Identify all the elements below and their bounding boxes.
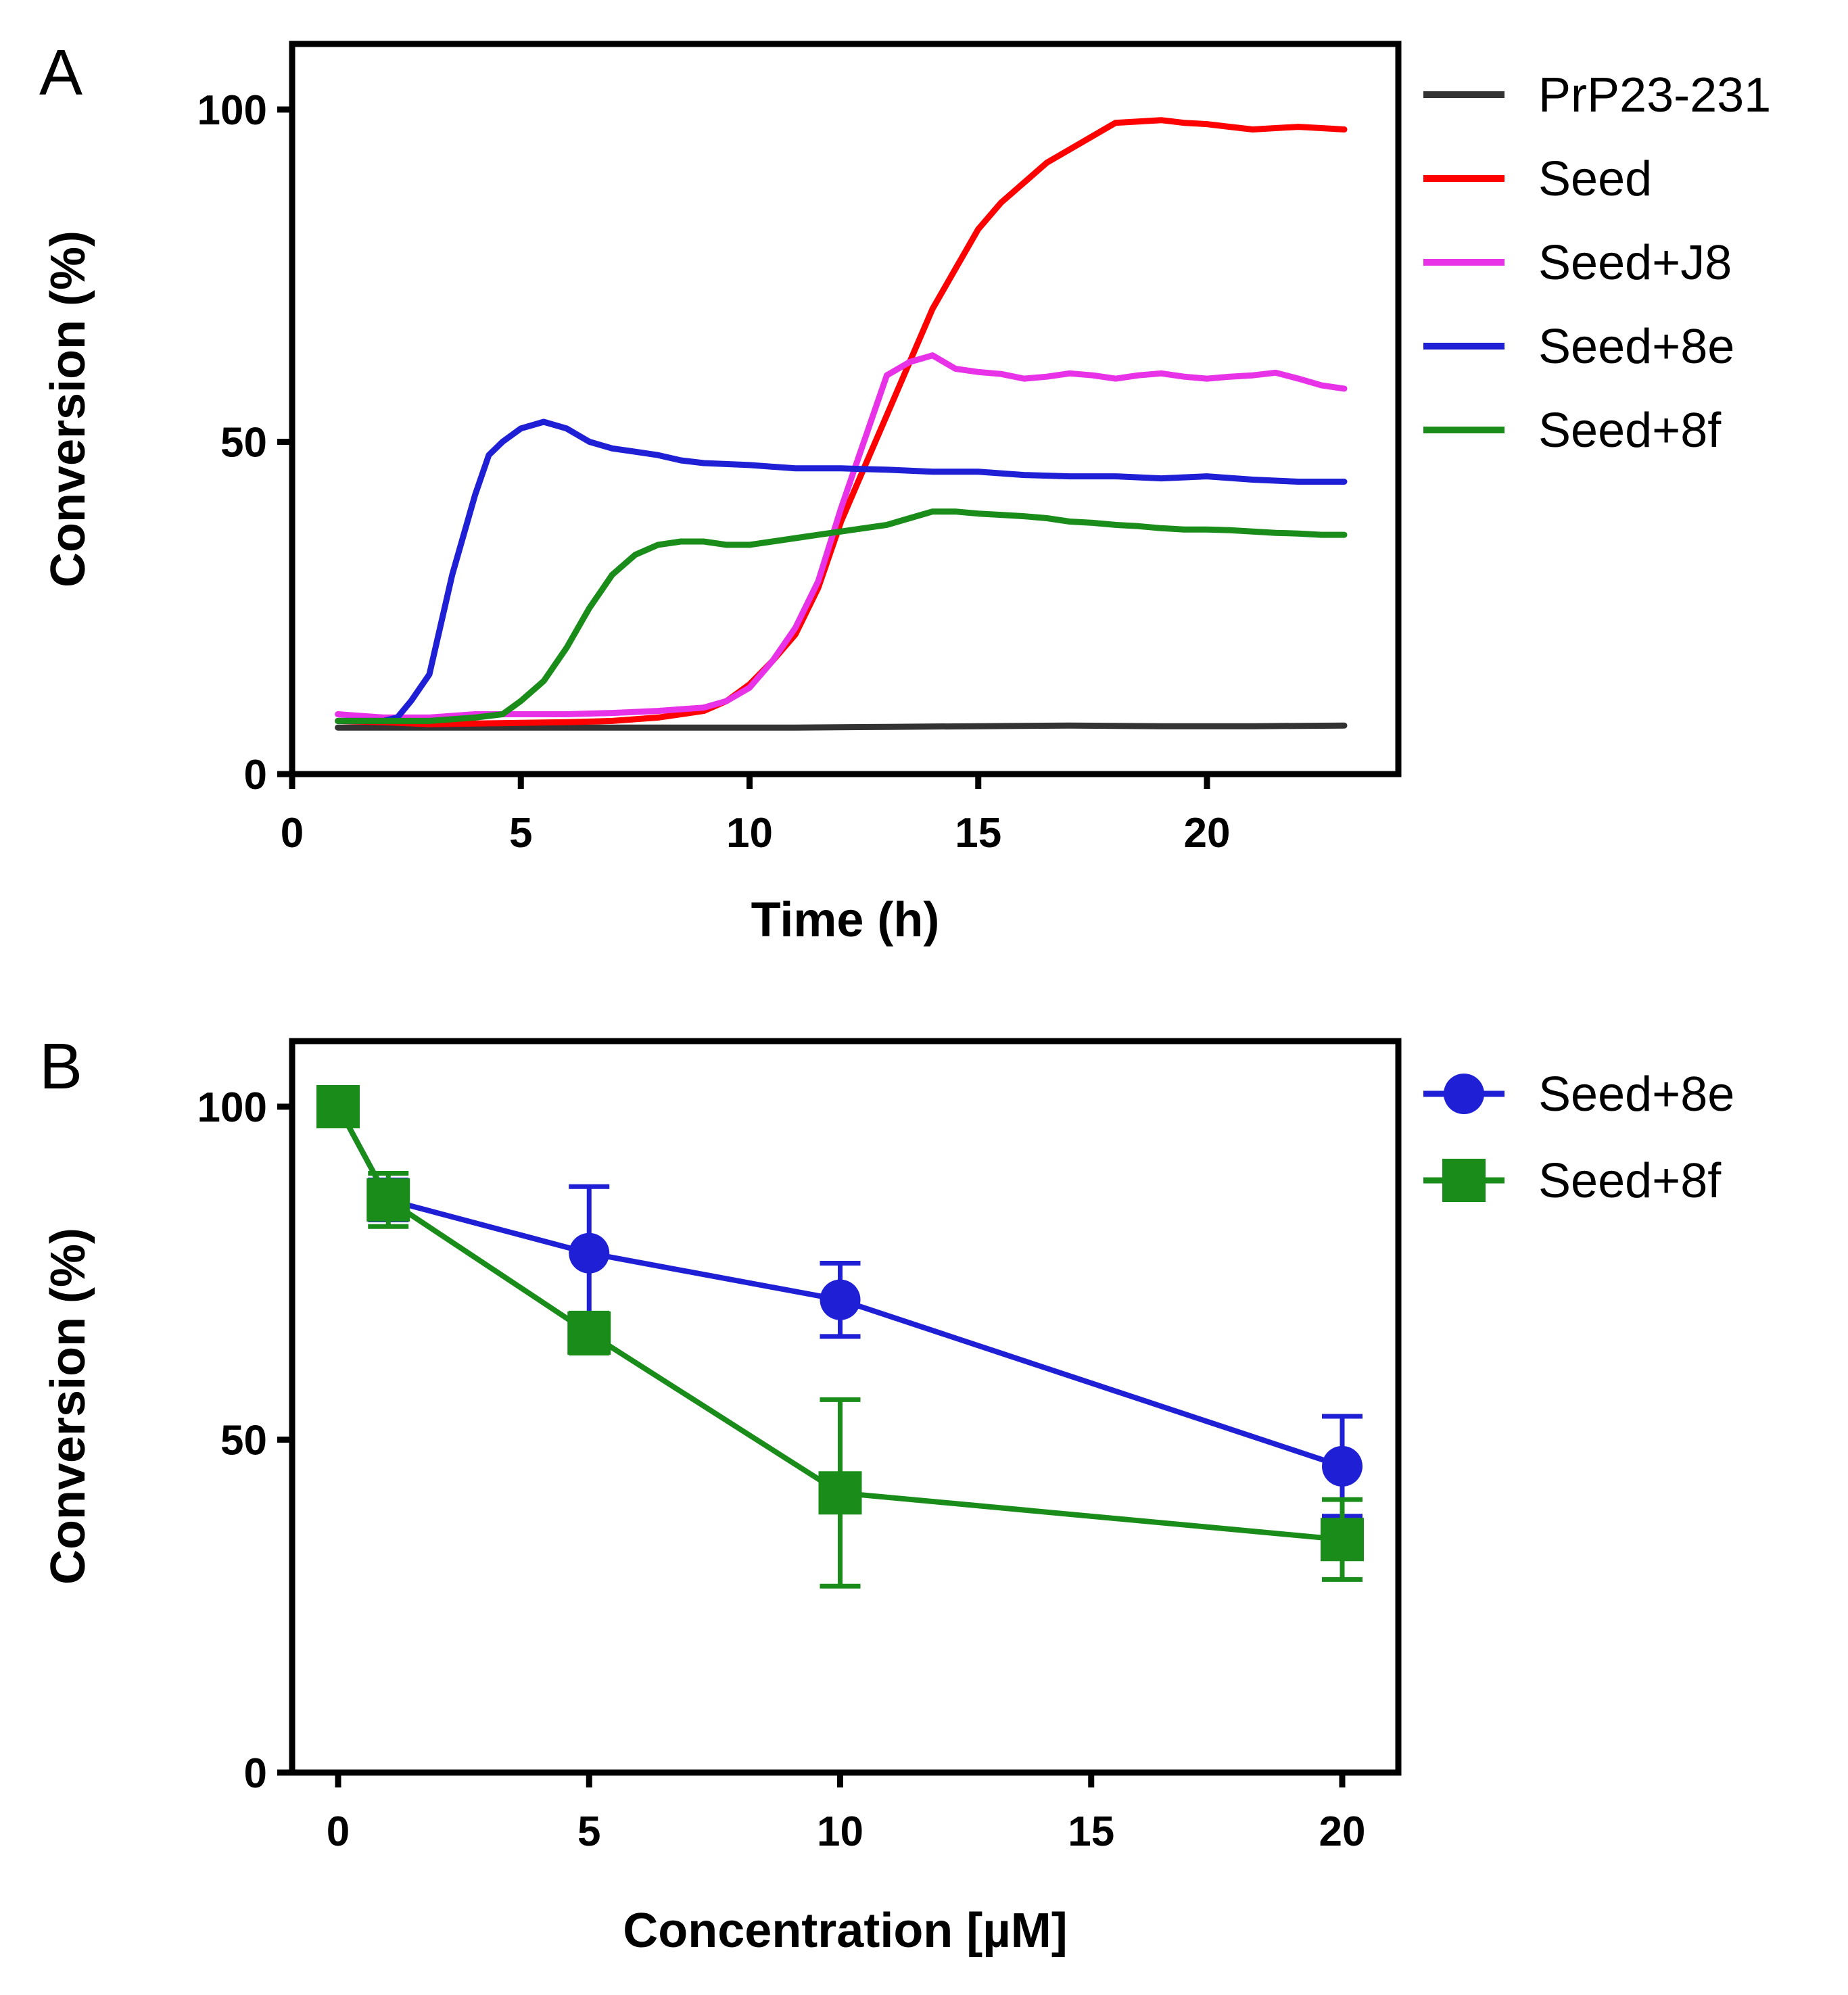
x-tick-label: 15 (955, 810, 1001, 857)
x-tick-label: 10 (817, 1808, 863, 1855)
series-line-seed-8e (335, 418, 1348, 724)
data-point-seed-8f (818, 1471, 862, 1515)
panel-b-y-axis-title: Conversion (%) (41, 1228, 95, 1585)
legend-label-seed: Seed (1538, 152, 1652, 206)
data-point-seed-8e (820, 1279, 861, 1320)
legend-label-seed-8f: Seed+8f (1538, 404, 1722, 458)
series-line-seed-j8 (335, 352, 1348, 721)
data-point-seed-8e (1322, 1445, 1363, 1487)
panel-b: B 0 5 10 15 20 0 50 100 Concentration [µM] Conv… (39, 1030, 1734, 1958)
legend-label-seed-8f: Seed+8f (1538, 1154, 1722, 1208)
x-tick-label: 20 (1184, 810, 1231, 857)
y-tick-label: 50 (220, 420, 267, 466)
panel-b-plot-frame (289, 1038, 1402, 1776)
y-tick-label: 100 (197, 1084, 267, 1131)
y-tick-label: 0 (244, 1750, 267, 1797)
x-tick-label: 5 (577, 1808, 600, 1855)
data-point-seed-8e (569, 1232, 610, 1274)
x-tick-label: 0 (281, 810, 304, 857)
data-point-seed-8f (366, 1178, 410, 1222)
legend-marker-seed-8f (1442, 1159, 1486, 1202)
x-tick-label: 20 (1319, 1808, 1366, 1855)
panel-b-series (316, 1085, 1364, 1589)
panel-a: A 0 5 10 15 20 0 50 100 Time (h) Conversion (%)… (39, 37, 1771, 947)
y-tick-label: 50 (220, 1418, 267, 1464)
series-line-prp23-231 (335, 722, 1348, 731)
y-tick-label: 100 (197, 87, 267, 134)
panel-a-letter: A (39, 37, 82, 109)
data-point-seed-8f (1321, 1518, 1364, 1562)
panel-b-letter: B (39, 1030, 82, 1103)
panel-b-ticks: 0 5 10 15 20 0 50 100 (197, 1084, 1366, 1855)
panel-a-y-axis-title: Conversion (%) (41, 231, 95, 587)
x-tick-label: 15 (1068, 1808, 1114, 1855)
legend-marker-seed-8e (1444, 1074, 1484, 1114)
series-line-seed-8f (335, 508, 1348, 724)
panel-a-legend: PrP23-231 Seed Seed+J8 Seed+8e Seed+8f (1423, 68, 1771, 458)
panel-a-plot-frame (289, 41, 1402, 777)
panel-a-series (335, 117, 1348, 731)
panel-b-legend: Seed+8e Seed+8f (1423, 1067, 1734, 1208)
data-point-seed-8f (316, 1085, 360, 1128)
x-tick-label: 0 (327, 1808, 350, 1855)
series-line-seed (335, 117, 1348, 727)
y-tick-label: 0 (244, 752, 267, 798)
legend-label-seed-8e: Seed+8e (1538, 320, 1734, 374)
legend-label-prp23-231: PrP23-231 (1538, 68, 1771, 122)
x-tick-label: 10 (726, 810, 773, 857)
legend-label-seed-8e: Seed+8e (1538, 1067, 1734, 1122)
legend-label-seed-j8: Seed+J8 (1538, 236, 1732, 290)
x-tick-label: 5 (509, 810, 532, 857)
panel-b-x-axis-title: Concentration [µM] (623, 1904, 1067, 1958)
panel-a-x-axis-title: Time (h) (751, 893, 940, 947)
panel-a-ticks: 0 5 10 15 20 0 50 100 (197, 87, 1231, 857)
data-point-seed-8f (567, 1311, 611, 1355)
